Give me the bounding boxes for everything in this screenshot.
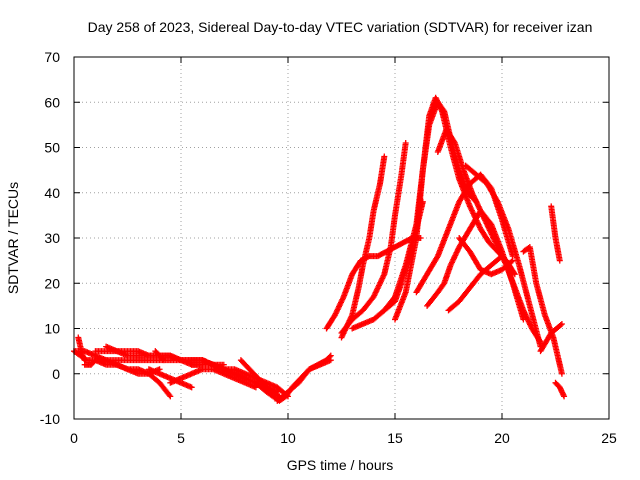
y-tick-label: 50 [44,140,60,156]
data-point [167,393,174,400]
series-arc-28 [548,203,563,264]
data-point [561,393,568,400]
data-point [556,257,563,264]
x-tick-label: 10 [280,430,296,446]
chart-title: Day 258 of 2023, Sidereal Day-to-day VTE… [88,19,593,35]
series-arc-23 [434,126,544,346]
series-arc-13 [252,352,334,404]
data-point [166,392,173,399]
data-point [558,370,565,377]
data-point [327,357,334,364]
data-point [434,254,441,261]
grid-lines [74,57,609,419]
data-point [451,138,458,145]
series-arc-27 [520,244,565,377]
y-tick-labels: -10 0 10 20 30 40 50 60 70 [40,49,60,427]
data-point [511,271,518,278]
y-tick-label: 10 [44,321,60,337]
x-tick-label: 25 [601,430,617,446]
y-tick-label: 70 [44,49,60,65]
y-tick-label: 60 [44,94,60,110]
data-point [160,357,167,364]
x-tick-labels: 0 5 10 15 20 25 [70,430,617,446]
series-arc-15 [323,235,424,332]
series-arc-26 [462,162,544,350]
series-arc-29 [537,320,565,355]
series-arc-08 [152,348,167,364]
data-point [188,384,195,391]
y-tick-label: 40 [44,185,60,201]
data-point [520,316,527,323]
series-arc-24 [445,253,505,314]
series-arc-14 [274,357,334,404]
data-point [497,254,504,261]
y-tick-label: 0 [52,366,60,382]
x-tick-label: 15 [387,430,403,446]
data-point [508,258,515,265]
series-arc-03 [75,334,88,364]
series-arc-07 [145,366,195,391]
data-point [509,257,516,264]
data-point [493,197,500,204]
x-tick-label: 0 [70,430,78,446]
series-arc-25 [456,235,516,278]
x-tick-label: 5 [177,430,185,446]
plot-frame [73,56,610,420]
y-tick-label: 20 [44,275,60,291]
data-point [558,320,565,327]
series-arc-17 [338,139,409,337]
y-tick-label: 30 [44,230,60,246]
data-markers [71,94,568,404]
data-point [499,253,505,260]
data-point [381,153,388,160]
y-tick-label: -10 [40,411,60,427]
data-point [557,321,564,328]
x-tick-label: 20 [494,430,510,446]
series-arc-30 [552,379,568,400]
data-point [402,139,409,146]
data-point [159,356,166,363]
series-arc-04 [81,357,174,400]
y-axis-label: SDTVAR / TECUs [5,182,21,294]
x-axis-label: GPS time / hours [287,457,394,473]
